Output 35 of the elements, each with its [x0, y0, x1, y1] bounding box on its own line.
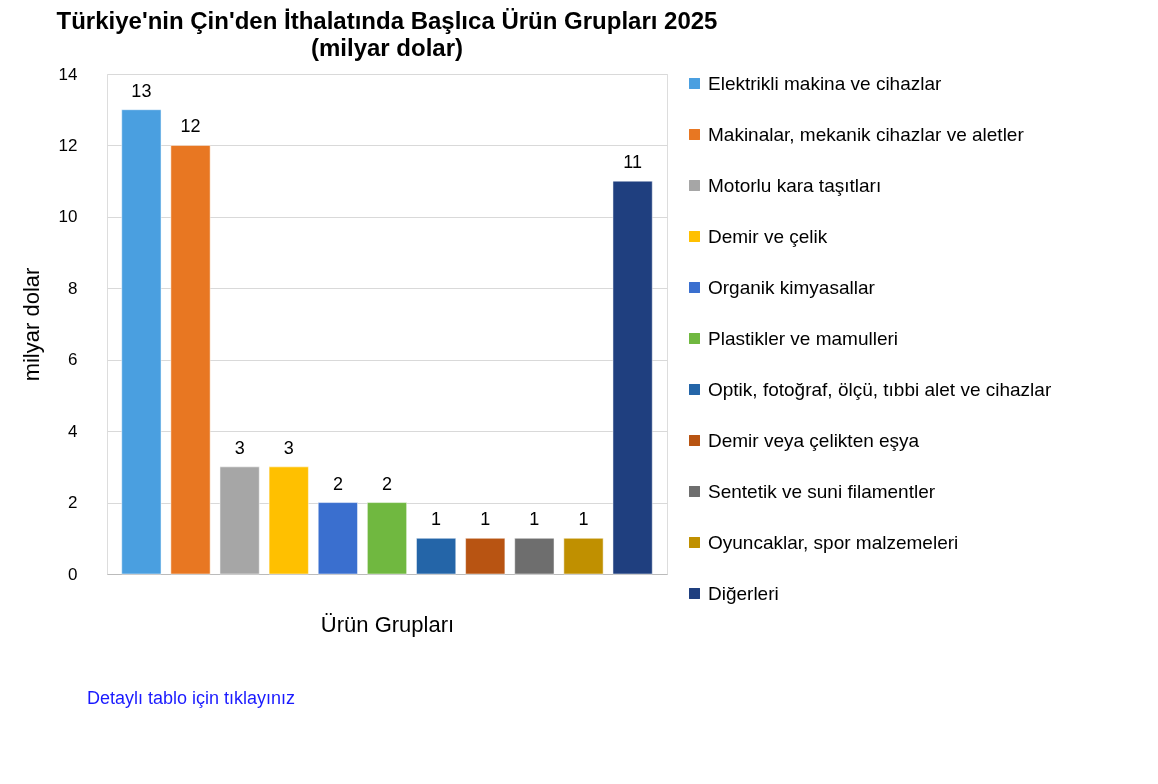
data-label: 1 [431, 509, 442, 530]
y-tick-label: 14 [58, 64, 78, 84]
y-tick-label: 10 [58, 207, 78, 227]
data-label: 1 [480, 509, 491, 530]
legend-label: Demir ve çelik [708, 225, 828, 247]
text: Detaylı tablo için tıklayınız [87, 688, 296, 708]
legend-label: Demir veya çelikten eşya [708, 429, 920, 451]
legend-label: Diğerleri [708, 582, 779, 604]
chart-title: Türkiye'nin Çin'den İthalatında Başlıca Ürün Grupları 2025 [56, 7, 718, 34]
data-label: 11 [623, 152, 642, 173]
legend-label: Sentetik ve suni filamentler [708, 480, 936, 502]
y-tick-label: 8 [68, 278, 78, 298]
y-tick-label: 2 [68, 493, 78, 513]
y-tick-label: 4 [68, 421, 78, 441]
legend-label: Plastikler ve mamulleri [708, 327, 899, 349]
data-label: 3 [234, 437, 245, 458]
legend-label: Organik kimyasallar [708, 276, 876, 298]
data-label: 1 [529, 509, 540, 530]
chart-subtitle: (milyar dolar) [310, 34, 464, 61]
y-tick-label: 0 [68, 564, 78, 584]
y-tick-label: 6 [68, 350, 78, 370]
data-label: 1 [578, 509, 589, 530]
data-label: 3 [283, 437, 294, 458]
data-label: 2 [381, 473, 393, 494]
legend-label: Optik, fotoğraf, ölçü, tıbbi alet ve cihazlar [708, 378, 1052, 400]
data-label: 13 [131, 80, 152, 101]
data-label: 12 [180, 116, 201, 137]
y-axis-title: milyar dolar [18, 267, 44, 382]
legend-label: Motorlu kara taşıtları [708, 174, 882, 196]
legend-label: Makinalar, mekanik cihazlar ve aletler [708, 123, 1025, 145]
data-label: 2 [332, 473, 343, 494]
y-tick-label: 12 [58, 135, 78, 155]
legend-label: Oyuncaklar, spor malzemeleri [708, 531, 959, 553]
legend-label: Elektrikli makina ve cihazlar [708, 72, 943, 94]
x-axis-title: Ürün Grupları [320, 611, 455, 637]
